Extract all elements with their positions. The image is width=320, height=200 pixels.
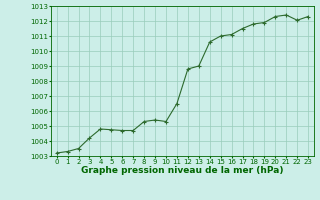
X-axis label: Graphe pression niveau de la mer (hPa): Graphe pression niveau de la mer (hPa) (81, 166, 284, 175)
